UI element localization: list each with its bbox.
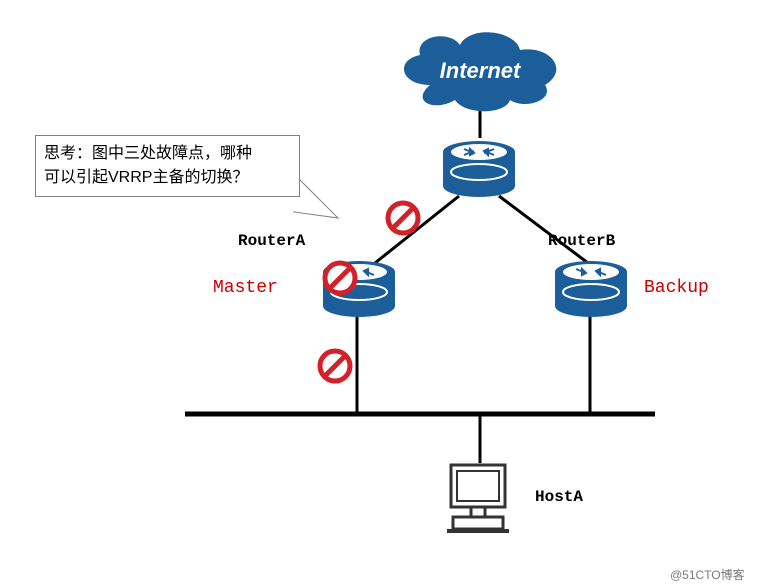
top-switch-device	[443, 141, 515, 197]
prohibit-mark-3	[320, 351, 350, 381]
host-device	[447, 465, 509, 533]
routerB-device	[555, 261, 627, 317]
callout-box: 思考：图中三处故障点，哪种 可以引起VRRP主备的切换？	[35, 135, 300, 197]
routerB-name-label: RouterB	[548, 232, 615, 250]
routerB-role-label: Backup	[644, 278, 709, 298]
callout-tail	[294, 180, 338, 218]
cloud-internet: Internet	[404, 32, 556, 111]
edge-switch-to-routerB	[499, 196, 588, 263]
routerA-role-label: Master	[213, 278, 278, 298]
watermark: @51CTO博客	[670, 566, 745, 583]
callout-line2: 可以引起VRRP主备的切换？	[44, 166, 291, 190]
routerA-name-label: RouterA	[238, 232, 305, 250]
callout-line1: 思考：图中三处故障点，哪种	[44, 142, 291, 166]
network-diagram: Internet	[0, 0, 758, 587]
prohibit-mark-1	[388, 203, 418, 233]
cloud-label: Internet	[440, 58, 522, 83]
prohibit-mark-2	[325, 263, 355, 293]
host-name-label: HostA	[535, 488, 583, 506]
edge-switch-to-routerA	[375, 196, 459, 263]
